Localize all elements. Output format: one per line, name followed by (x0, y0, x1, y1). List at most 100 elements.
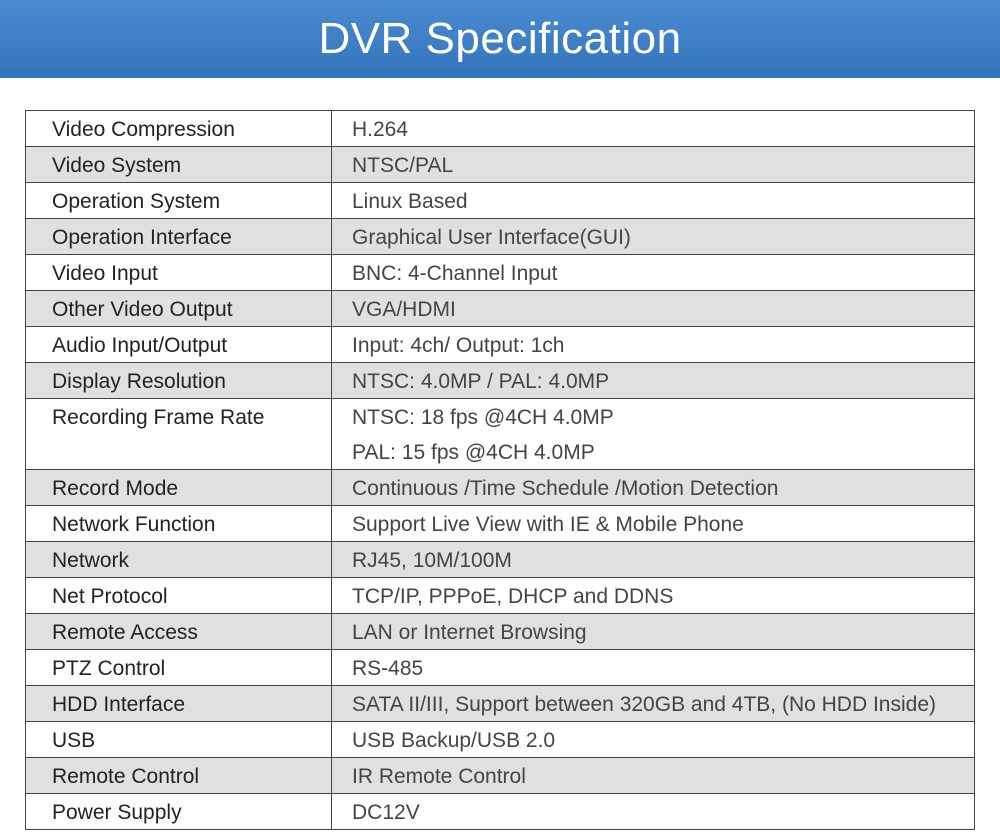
row-label: Record Mode (26, 470, 332, 505)
label-text: Remote Access (52, 621, 198, 644)
table-row: Power Supply DC12V (26, 793, 974, 829)
title: DVR Specification (318, 14, 682, 63)
header: DVR Specification (0, 0, 1000, 78)
row-label: Operation System (26, 183, 332, 218)
label-text: Video Input (52, 262, 158, 285)
label-text: Video Compression (52, 118, 235, 141)
row-label: Remote Access (26, 614, 332, 649)
value-text: Continuous /Time Schedule /Motion Detect… (352, 477, 779, 500)
label-text: Recording Frame Rate (52, 406, 265, 429)
table-row: Network RJ45, 10M/100M (26, 541, 974, 577)
row-label: Remote Control (26, 758, 332, 793)
table-row: Display Resolution NTSC: 4.0MP / PAL: 4.0… (26, 362, 974, 398)
label-text: Network Function (52, 513, 216, 536)
table-row: Record Mode Continuous /Time Schedule /Mo… (26, 469, 974, 505)
table-row: Recording Frame Rate NTSC: 18 fps @4CH 4.… (26, 398, 974, 469)
row-value: Support Live View with IE & Mobile Phone (332, 506, 974, 541)
value-text: NTSC: 18 fps @4CH 4.0MP (352, 406, 614, 429)
value-text: Linux Based (352, 190, 468, 213)
row-value: NTSC/PAL (332, 147, 974, 182)
row-value: USB Backup/USB 2.0 (332, 722, 974, 757)
row-value: Input: 4ch/ Output: 1ch (332, 327, 974, 362)
table-row: Other Video Output VGA/HDMI (26, 290, 974, 326)
row-value: Linux Based (332, 183, 974, 218)
table-row: Operation Interface Graphical User Interf… (26, 218, 974, 254)
spec-table: Video Compression H.264 Video System NTSC/P… (25, 110, 975, 830)
value-text: VGA/HDMI (352, 298, 456, 321)
row-label: Video System (26, 147, 332, 182)
row-label: Power Supply (26, 794, 332, 829)
table-row: Net Protocol TCP/IP, PPPoE, DHCP and DDNS (26, 577, 974, 613)
row-label: Net Protocol (26, 578, 332, 613)
row-label: Recording Frame Rate (26, 399, 332, 469)
value-text: SATA II/III, Support between 320GB and 4… (352, 693, 937, 716)
value-text: LAN or Internet Browsing (352, 621, 587, 644)
row-value: DC12V (332, 794, 974, 829)
table-row: Operation System Linux Based (26, 182, 974, 218)
value-text: IR Remote Control (352, 765, 526, 788)
row-label: HDD Interface (26, 686, 332, 721)
label-text: Video System (52, 154, 182, 177)
row-value: LAN or Internet Browsing (332, 614, 974, 649)
value-text: Support Live View with IE & Mobile Phone (352, 513, 744, 536)
value-text: NTSC/PAL (352, 154, 454, 177)
table-row: Network Function Support Live View with I… (26, 505, 974, 541)
row-label: Display Resolution (26, 363, 332, 398)
label-text: Remote Control (52, 765, 200, 788)
label-text: Net Protocol (52, 585, 168, 608)
row-value: Graphical User Interface(GUI) (332, 219, 974, 254)
row-label: Network Function (26, 506, 332, 541)
row-value: NTSC: 18 fps @4CH 4.0MP PAL: 15 fps @4CH … (332, 399, 974, 469)
value-text: TCP/IP, PPPoE, DHCP and DDNS (352, 585, 674, 608)
value-text: BNC: 4-Channel Input (352, 262, 558, 285)
label-text: PTZ Control (52, 657, 166, 680)
row-label: Audio Input/Output (26, 327, 332, 362)
value-text: NTSC: 4.0MP / PAL: 4.0MP (352, 370, 610, 393)
row-value: Continuous /Time Schedule /Motion Detect… (332, 470, 974, 505)
label-text: Power Supply (52, 801, 182, 824)
table-row: PTZ Control RS-485 (26, 649, 974, 685)
table-row: Video System NTSC/PAL (26, 146, 974, 182)
value-text: RS-485 (352, 657, 424, 680)
row-value: RJ45, 10M/100M (332, 542, 974, 577)
row-label: Operation Interface (26, 219, 332, 254)
label-text: Operation Interface (52, 226, 232, 249)
table-row: Remote Access LAN or Internet Browsing (26, 613, 974, 649)
table-row: USB USB Backup/USB 2.0 (26, 721, 974, 757)
row-value: BNC: 4-Channel Input (332, 255, 974, 290)
row-label: Other Video Output (26, 291, 332, 326)
row-label: Video Compression (26, 111, 332, 146)
row-label: PTZ Control (26, 650, 332, 685)
value-text: PAL: 15 fps @4CH 4.0MP (352, 441, 595, 464)
row-value: IR Remote Control (332, 758, 974, 793)
row-label: USB (26, 722, 332, 757)
label-text: Other Video Output (52, 298, 233, 321)
value-text: DC12V (352, 801, 420, 824)
label-text: Record Mode (52, 477, 179, 500)
table-row: HDD Interface SATA II/III, Support betwee… (26, 685, 974, 721)
row-value: NTSC: 4.0MP / PAL: 4.0MP (332, 363, 974, 398)
label-text: Network (52, 549, 130, 572)
label-text: USB (52, 729, 96, 752)
table-row: Video Input BNC: 4-Channel Input (26, 254, 974, 290)
row-value: SATA II/III, Support between 320GB and 4… (332, 686, 974, 721)
row-value: VGA/HDMI (332, 291, 974, 326)
row-value: RS-485 (332, 650, 974, 685)
value-text: Graphical User Interface(GUI) (352, 226, 631, 249)
label-text: HDD Interface (52, 693, 186, 716)
label-text: Audio Input/Output (52, 334, 228, 357)
value-text: USB Backup/USB 2.0 (352, 729, 556, 752)
value-text: RJ45, 10M/100M (352, 549, 512, 572)
table-row: Video Compression H.264 (26, 111, 974, 146)
row-label: Video Input (26, 255, 332, 290)
value-text: Input: 4ch/ Output: 1ch (352, 334, 565, 357)
table-row: Remote Control IR Remote Control (26, 757, 974, 793)
value-text: H.264 (352, 118, 409, 141)
label-text: Display Resolution (52, 370, 226, 393)
label-text: Operation System (52, 190, 221, 213)
row-value: TCP/IP, PPPoE, DHCP and DDNS (332, 578, 974, 613)
row-label: Network (26, 542, 332, 577)
row-value: H.264 (332, 111, 974, 146)
table-row: Audio Input/Output Input: 4ch/ Output: 1c… (26, 326, 974, 362)
